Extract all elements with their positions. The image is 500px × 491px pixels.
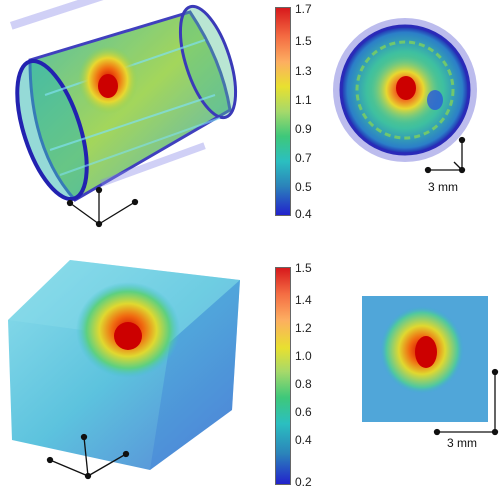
top-colorbar-tick: 0.9 [295,122,312,136]
top-colorbar-tick: 0.4 [295,207,312,221]
top-colorbar-tick: 0.5 [295,180,312,194]
bottom-colorbar-tick: 1.2 [295,321,312,335]
bottom-scale-bar-label: 3 mm [447,436,477,450]
top-colorbar-tick: 1.5 [295,34,312,48]
top-scale-bar-label: 3 mm [428,180,458,194]
cylinder-end-render [333,18,477,174]
bottom-colorbar-tick: 1.0 [295,349,312,363]
top-colorbar-tick: 1.1 [295,93,312,107]
bottom-colorbar-tick: 0.6 [295,405,312,419]
bottom-colorbar [275,267,291,485]
bottom-colorbar-tick: 1.4 [295,293,312,307]
block-end-render [362,296,499,436]
top-colorbar-tick: 0.7 [295,151,312,165]
bottom-colorbar-tick: 0.8 [295,377,312,391]
top-colorbar [275,7,291,216]
cylinder-side-render [9,0,238,228]
bottom-colorbar-tick: 1.5 [295,261,312,275]
block-perspective-render [8,260,240,480]
top-colorbar-tick: 1.7 [295,2,312,16]
bottom-colorbar-tick: 0.2 [295,475,312,489]
top-colorbar-tick: 1.3 [295,64,312,78]
bottom-colorbar-tick: 0.4 [295,433,312,447]
